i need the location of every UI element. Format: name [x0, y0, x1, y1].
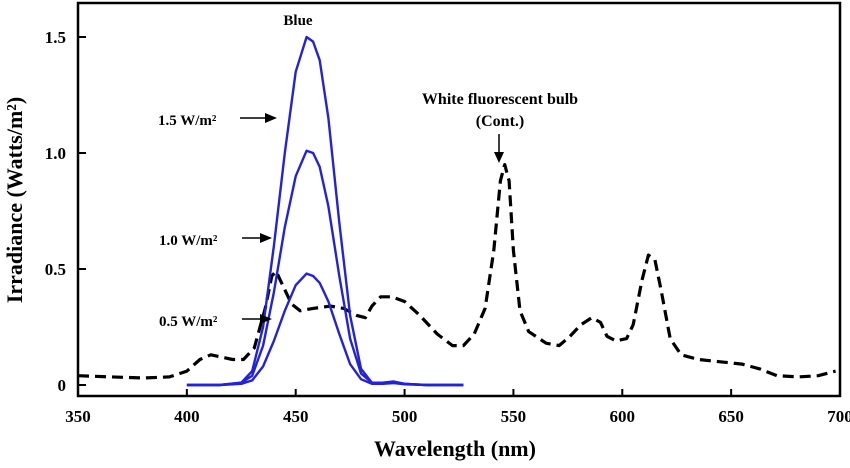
- series-line-fluorescent: [77, 163, 837, 380]
- level-label-1-0: 1.0 W/m²: [159, 233, 218, 249]
- x-tick-label-450: 450: [283, 407, 309, 426]
- x-axis-label: Wavelength (nm): [374, 436, 536, 461]
- x-tick-label-600: 600: [610, 407, 636, 426]
- y-tick-label-0: 0: [58, 376, 67, 395]
- fluorescent-label-line1: White fluorescent bulb: [422, 91, 578, 108]
- y-tick-label-1.5: 1.5: [45, 28, 66, 47]
- x-tick-label-550: 550: [501, 407, 527, 426]
- level-arrow-1-5: [240, 113, 277, 123]
- y-tick-label-1.0: 1.0: [45, 144, 66, 163]
- x-tick-label-650: 650: [718, 407, 744, 426]
- x-axis: 350 400 450 500 550 600 650 700: [65, 389, 850, 426]
- series-line-blue-2: [186, 149, 464, 387]
- level-label-1-5: 1.5 W/m²: [158, 113, 217, 129]
- level-arrow-0-5: [242, 314, 272, 324]
- fluorescent-arrow: [494, 134, 504, 163]
- x-tick-label-350: 350: [65, 407, 91, 426]
- y-tick-label-0.5: 0.5: [45, 260, 66, 279]
- level-arrow-1-0: [242, 233, 272, 243]
- x-tick-label-400: 400: [174, 407, 200, 426]
- series-line-blue-3: [186, 272, 464, 387]
- series-line-blue-1: [186, 35, 464, 387]
- plot-frame: [76, 1, 842, 398]
- x-tick-label-500: 500: [392, 407, 418, 426]
- blue-label: Blue: [283, 13, 313, 29]
- y-axis-label: Irradiance (Watts/m²): [2, 97, 27, 303]
- y-axis: 0 0.5 1.0 1.5: [45, 28, 86, 395]
- fluorescent-label-line2: (Cont.): [476, 113, 524, 130]
- x-tick-label-700: 700: [827, 407, 850, 426]
- level-label-0-5: 0.5 W/m²: [159, 314, 218, 330]
- series-layer: [77, 35, 837, 387]
